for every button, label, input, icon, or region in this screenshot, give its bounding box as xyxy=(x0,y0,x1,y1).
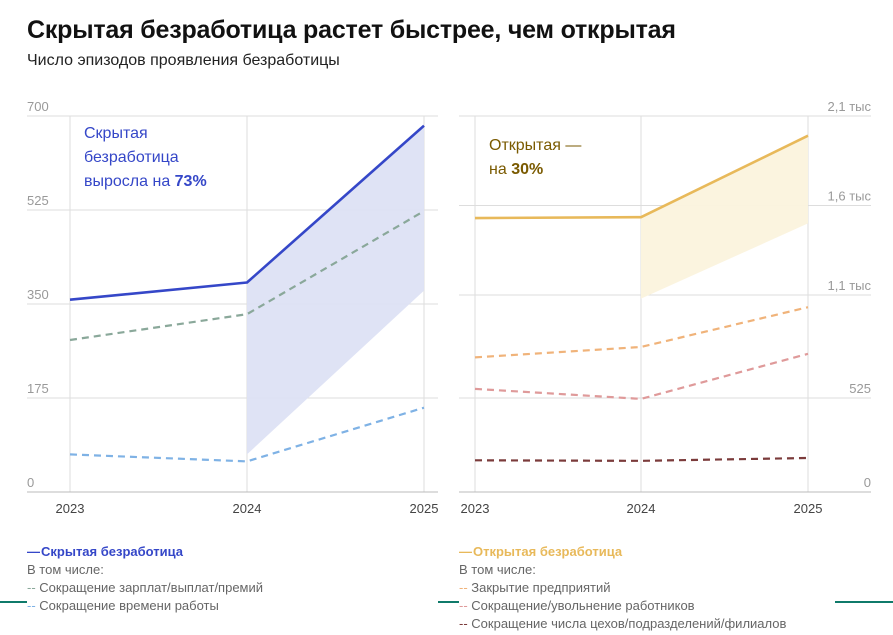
bottom-rule-middle xyxy=(438,601,459,603)
open-unemployment-chart: 0 525 1,1 тыс 1,6 тыс 2,1 тыс 2023 2024 2025 Отк… xyxy=(459,99,871,516)
series-line-closure xyxy=(474,306,809,359)
annotation-value: 30% xyxy=(511,161,543,178)
series-line-open xyxy=(474,134,809,220)
legend-open-note: В том числе: xyxy=(459,562,536,577)
hidden-unemployment-chart: 0 175 350 525 700 2023 2024 2025 Скрытая безработ… xyxy=(27,99,438,516)
y-tick-label: 2,1 тыс xyxy=(828,99,872,114)
legend-item-label: Сокращение времени работы xyxy=(39,598,219,613)
x-tick-label: 2023 xyxy=(461,501,490,516)
y-tick-label: 175 xyxy=(27,381,49,396)
legend-item-label: Сокращение/увольнение работников xyxy=(471,598,695,613)
chart-title: Скрытая безработица растет быстрее, чем … xyxy=(27,16,676,44)
annotation-text: на xyxy=(489,161,511,178)
legend-item-units-cut: -- Сокращение числа цехов/подразделений/… xyxy=(459,615,786,633)
legend-dash-marker: -- xyxy=(459,616,472,631)
legend-item-closure: -- Закрытие предприятий xyxy=(459,579,786,597)
annotation-line: на 30% xyxy=(489,161,543,178)
y-tick-label: 1,6 тыс xyxy=(828,189,872,204)
legend-item-hours-cut: -- Сокращение времени работы xyxy=(27,597,263,615)
series-line-salary-cut xyxy=(69,210,425,342)
annotation-value: 73% xyxy=(175,173,207,190)
x-tick-label: 2025 xyxy=(410,501,439,516)
legend-hidden-main: —Скрытая безработица xyxy=(27,543,263,561)
legend-hidden-label: Скрытая безработица xyxy=(41,544,184,559)
y-tick-label: 0 xyxy=(864,475,871,490)
legend-open-main: —Открытая безработица xyxy=(459,543,786,561)
annotation-line: выросла на 73% xyxy=(84,173,207,190)
legend-solid-marker: — xyxy=(27,544,40,559)
x-tick-label: 2025 xyxy=(794,501,823,516)
series-line-layoffs xyxy=(474,352,809,400)
legend-open: —Открытая безработица В том числе: -- За… xyxy=(459,543,786,633)
series-line-hours-cut xyxy=(69,406,425,463)
chart-subtitle: Число эпизодов проявления безработицы xyxy=(27,52,340,69)
legend-dash-marker: -- xyxy=(27,598,40,613)
y-tick-label: 700 xyxy=(27,99,49,114)
x-tick-label: 2023 xyxy=(56,501,85,516)
legend-item-layoffs: -- Сокращение/увольнение работников xyxy=(459,597,786,615)
legend-open-label: Открытая безработица xyxy=(473,544,623,559)
legend-hidden: —Скрытая безработица В том числе: -- Сок… xyxy=(27,543,263,615)
x-tick-label: 2024 xyxy=(233,501,262,516)
legend-dash-marker: -- xyxy=(459,580,472,595)
x-tick-label: 2024 xyxy=(627,501,656,516)
y-tick-label: 1,1 тыс xyxy=(828,278,872,293)
legend-dash-marker: -- xyxy=(27,580,40,595)
bottom-rule-right xyxy=(835,601,893,603)
legend-dash-marker: -- xyxy=(459,598,472,613)
annotation-line: Открытая — xyxy=(489,137,581,154)
annotation-text: выросла на xyxy=(84,173,175,190)
y-tick-label: 525 xyxy=(849,381,871,396)
annotation-line: Скрытая xyxy=(84,125,148,142)
growth-band xyxy=(247,125,424,455)
legend-item-salary-cut: -- Сокращение зарплат/выплат/премий xyxy=(27,579,263,597)
y-tick-label: 525 xyxy=(27,193,49,208)
legend-solid-marker: — xyxy=(459,544,472,559)
legend-item-label: Сокращение зарплат/выплат/премий xyxy=(39,580,264,595)
y-tick-label: 350 xyxy=(27,287,49,302)
bottom-rule-left xyxy=(0,601,27,603)
series-line-hidden xyxy=(69,124,425,301)
y-tick-label: 0 xyxy=(27,475,34,490)
legend-item-label: Сокращение числа цехов/подразделений/фил… xyxy=(471,616,787,631)
legend-hidden-note: В том числе: xyxy=(27,562,104,577)
series-line-units-cut xyxy=(474,456,809,462)
legend-item-label: Закрытие предприятий xyxy=(471,580,611,595)
growth-band xyxy=(641,135,808,299)
annotation-line: безработица xyxy=(84,149,179,166)
